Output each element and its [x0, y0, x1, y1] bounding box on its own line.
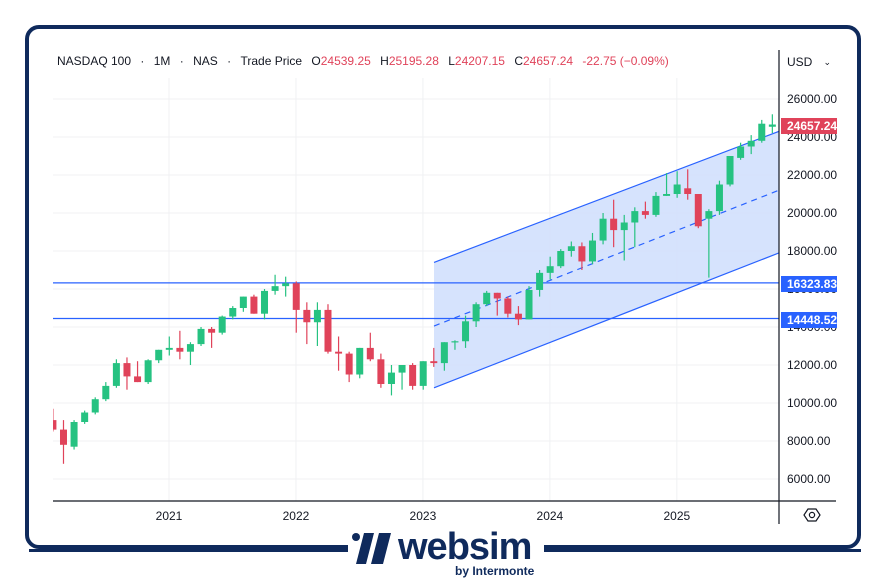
exchange: NAS [193, 54, 218, 68]
y-tick-label: 26000.00 [787, 92, 838, 106]
y-tick-label: 10000.00 [787, 396, 838, 410]
close-value: 24657.24 [522, 54, 574, 68]
chevron-down-icon: ⌄ [823, 56, 831, 67]
low-value: 24207.15 [454, 54, 505, 68]
y-tick-label: 20000.00 [787, 206, 838, 220]
interval[interactable]: 1M [153, 54, 171, 68]
high-value: 25195.28 [388, 54, 439, 68]
divider-left [29, 549, 349, 552]
y-tick-label: 8000.00 [787, 434, 831, 448]
symbol-name[interactable]: NASDAQ 100 [57, 54, 132, 68]
x-tick-label: 2025 [663, 509, 691, 523]
x-tick-label: 2024 [536, 509, 564, 523]
open-value: 24539.25 [320, 54, 371, 68]
level-badge-16323[interactable]: 16323.83 [781, 276, 837, 292]
websim-mark-icon [352, 533, 391, 564]
x-tick-label: 2023 [409, 509, 437, 523]
gear-icon[interactable] [803, 506, 821, 524]
divider-right [544, 549, 861, 552]
websim-logo: websim by Intermonte [348, 526, 544, 578]
symbol-legend: NASDAQ 100 · 1M · NAS · Trade Price O245… [57, 54, 669, 68]
price-type: Trade Price [240, 54, 303, 68]
y-tick-label: 6000.00 [787, 472, 831, 486]
x-tick-label: 2021 [155, 509, 183, 523]
y-tick-label: 22000.00 [787, 168, 838, 182]
change-value: -22.75 (−0.09%) [582, 54, 669, 68]
level-badge-14448[interactable]: 14448.52 [781, 312, 837, 328]
y-tick-label: 18000.00 [787, 244, 838, 258]
y-tick-label: 12000.00 [787, 358, 838, 372]
last-price-badge: 24657.24 [781, 118, 837, 134]
x-tick-label: 2022 [282, 509, 310, 523]
currency-selector[interactable]: USD ⌄ [787, 55, 831, 69]
